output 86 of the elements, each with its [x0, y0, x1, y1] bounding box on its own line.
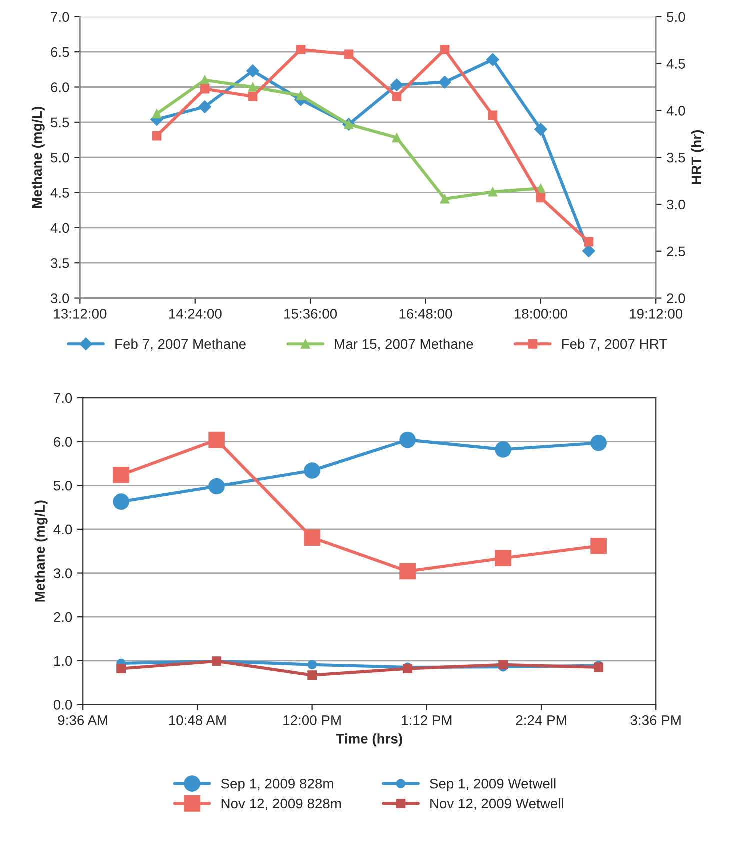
y-axis-title: Methane (mg/L): [34, 500, 48, 602]
point: [308, 670, 317, 680]
legend-label: Feb 7, 2007 Methane: [116, 338, 246, 351]
y-tick-label: 4.0: [54, 524, 72, 535]
point: [198, 100, 212, 114]
y-tick-label: 2.0: [54, 612, 72, 622]
x-tick-label: 15:36:00: [284, 309, 338, 319]
legend-label: Mar 15, 2007 Methane: [335, 338, 474, 351]
point: [113, 466, 130, 484]
y-tick-label: 3.0: [50, 294, 70, 304]
x-axis-title: Time (hrs): [336, 734, 402, 747]
legend-label: Sep 1, 2009 Wetwell: [430, 778, 556, 792]
y-tick-label: 6.0: [54, 437, 72, 447]
point: [438, 76, 452, 89]
y2-tick-label: 2.0: [667, 294, 686, 304]
point: [534, 123, 548, 136]
point: [536, 193, 546, 203]
legend-label: Feb 7, 2007 HRT: [562, 338, 668, 351]
legend-label: Nov 12, 2009 Wetwell: [430, 798, 564, 810]
point: [590, 538, 607, 554]
x-tick-label: 10:48 AM: [169, 716, 226, 726]
point: [246, 64, 260, 78]
point: [584, 237, 594, 247]
y2-tick-label: 2.5: [667, 246, 686, 257]
point: [400, 432, 416, 448]
point: [208, 432, 225, 448]
point: [248, 82, 258, 92]
x-tick-label: 9:36 AM: [58, 716, 108, 726]
point: [304, 462, 320, 479]
x-tick-label: 12:00 PM: [284, 716, 341, 726]
x-tick-label: 1:12 PM: [402, 716, 452, 726]
point: [488, 187, 498, 197]
y-tick-label: 4.0: [50, 223, 70, 234]
y2-tick-label: 3.5: [667, 152, 686, 163]
y-tick-label: 1.0: [54, 656, 72, 666]
y-tick-label: 6.5: [51, 47, 70, 58]
point: [495, 550, 512, 567]
y-tick-label: 5.0: [51, 152, 70, 163]
point: [152, 131, 162, 141]
x-tick-label: 16:48:00: [400, 309, 452, 319]
point: [296, 45, 306, 54]
x-tick-label: 13:12:00: [54, 309, 107, 319]
point: [296, 91, 306, 100]
point: [116, 664, 126, 674]
y-tick-label: 6.0: [51, 82, 70, 92]
y2-tick-label: 4.0: [666, 106, 686, 116]
point: [248, 92, 258, 102]
point: [590, 434, 607, 452]
point: [152, 109, 162, 119]
y-tick-label: 7.0: [54, 393, 72, 404]
y2-tick-label: 3.0: [667, 200, 686, 210]
point: [440, 194, 450, 204]
y2-tick-label: 5.0: [667, 12, 686, 22]
point: [344, 50, 354, 60]
y-tick-label: 5.0: [54, 480, 72, 491]
point: [308, 660, 317, 670]
y2-axis-title: HRT (hr): [691, 130, 704, 184]
y-tick-label: 7.0: [51, 12, 70, 22]
point: [488, 110, 498, 120]
y-tick-label: 0.0: [54, 700, 72, 710]
y-axis-title: Methane (mg/L): [32, 106, 45, 208]
x-tick-label: 2:24 PM: [516, 716, 566, 726]
point: [113, 494, 130, 510]
point: [392, 133, 402, 143]
point: [208, 478, 225, 495]
point: [392, 92, 402, 102]
y-tick-label: 4.5: [50, 188, 70, 198]
legend-label: Sep 1, 2009 828m: [221, 778, 334, 792]
y2-tick-label: 4.5: [666, 59, 686, 69]
point: [304, 530, 320, 546]
point: [390, 78, 404, 92]
point: [200, 76, 210, 85]
point: [582, 244, 596, 258]
point: [400, 563, 416, 580]
x-tick-label: 18:00:00: [514, 309, 568, 319]
y-tick-label: 5.5: [51, 118, 70, 128]
y-tick-label: 3.5: [50, 258, 70, 268]
y-tick-label: 3.0: [54, 568, 72, 578]
x-tick-label: 19:12:00: [630, 309, 683, 319]
point: [440, 45, 450, 54]
point: [486, 53, 500, 66]
x-tick-label: 3:36 PM: [630, 716, 681, 726]
legend-label: Nov 12, 2009 828m: [222, 798, 342, 810]
point: [200, 84, 210, 94]
x-tick-label: 14:24:00: [169, 309, 222, 319]
point: [495, 442, 512, 458]
